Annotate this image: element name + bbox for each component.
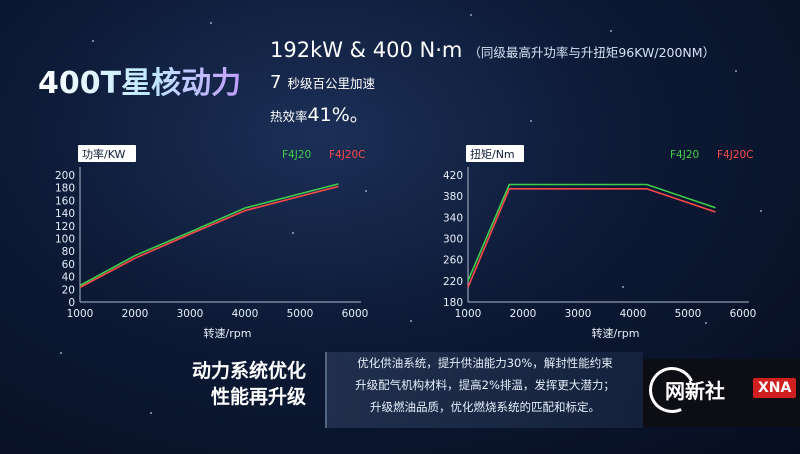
series-line-f4j20	[467, 183, 716, 282]
legend-f4j20: F4J20	[670, 149, 699, 161]
y-tick-label: 40	[62, 272, 75, 284]
x-tick-label: 4000	[232, 308, 259, 320]
y-tick-label: 300	[443, 234, 463, 246]
y-tick-label: 140	[55, 208, 75, 220]
y-tick-label: 180	[443, 297, 463, 309]
y-tick-label: 380	[443, 191, 463, 203]
spec-efficiency-value: 41%。	[307, 104, 369, 126]
x-tick-label: 2000	[510, 308, 537, 320]
y-tick-label: 20	[62, 284, 75, 296]
series-line-f4j20	[79, 183, 339, 287]
legend-f4j20c: F4J20C	[717, 149, 754, 161]
spec-power-torque-note: （同级最高升功率与升扭矩96KW/200NM）	[468, 45, 716, 60]
spec-efficiency: 热效率41%。	[270, 100, 369, 127]
watermark-logo: 网新社 XNA	[642, 359, 800, 427]
y-tick-label: 200	[55, 170, 75, 182]
y-tick-label: 0	[68, 297, 75, 309]
watermark-en: XNA	[753, 378, 797, 398]
x-tick-label: 3000	[177, 308, 204, 320]
y-tick-label: 160	[55, 195, 75, 207]
description-line1: 优化供油系统，提升供油能力30%，解封性能约束	[357, 356, 613, 370]
y-tick-label: 260	[443, 255, 463, 267]
ylabel-background	[466, 145, 524, 162]
y-tick-label: 80	[62, 246, 75, 258]
spec-power-torque: 192kW & 400 N·m （同级最高升功率与升扭矩96KW/200NM）	[270, 38, 715, 62]
legend-f4j20c: F4J20C	[329, 149, 366, 161]
spec-acceleration-text: 秒级百公里加速	[287, 76, 375, 91]
x-tick-label: 6000	[730, 308, 757, 320]
torque-chart: 扭矩/Nm 180 220 260 300 340 380 420 1000 2000 3000 40…	[443, 145, 757, 340]
series-line-f4j20c	[467, 187, 716, 288]
spec-acceleration-number: 7	[270, 72, 282, 93]
y-axis-label: 功率/KW	[82, 147, 126, 161]
y-tick-label: 60	[62, 259, 75, 271]
legend-f4j20: F4J20	[282, 149, 311, 161]
x-tick-label: 4000	[620, 308, 647, 320]
description-line3: 升级燃油品质，优化燃烧系统的匹配和标定。	[370, 400, 600, 414]
y-tick-label: 120	[55, 221, 75, 233]
series-line-f4j20c	[79, 185, 339, 289]
x-axis-label: 转速/rpm	[592, 326, 640, 340]
y-tick-label: 180	[55, 183, 75, 195]
x-tick-label: 2000	[122, 308, 149, 320]
x-tick-label: 5000	[675, 308, 702, 320]
bottom-title: 动力系统优化 性能再升级	[160, 358, 306, 410]
y-tick-label: 420	[443, 170, 463, 182]
x-tick-label: 1000	[455, 308, 482, 320]
headline: 400T星核动力	[38, 58, 241, 102]
y-tick-label: 100	[55, 234, 75, 246]
spec-power-torque-value: 192kW & 400 N·m	[270, 38, 463, 62]
y-axis-label: 扭矩/Nm	[470, 147, 515, 161]
description-line2: 升级配气机构材料，提高2%排温，发挥更大潜力；	[355, 378, 615, 392]
spec-acceleration: 7 秒级百公里加速	[270, 72, 375, 93]
x-tick-label: 6000	[342, 308, 369, 320]
ylabel-background	[78, 145, 136, 162]
watermark-cn: 网新社	[665, 379, 725, 403]
x-tick-label: 5000	[287, 308, 314, 320]
x-tick-label: 1000	[67, 308, 94, 320]
x-tick-label: 3000	[565, 308, 592, 320]
bottom-title-line2: 性能再升级	[210, 386, 306, 408]
y-tick-label: 220	[443, 276, 463, 288]
spec-efficiency-label: 热效率	[270, 109, 308, 124]
x-axis-label: 转速/rpm	[204, 326, 252, 340]
y-tick-label: 340	[443, 212, 463, 224]
description-box: 优化供油系统，提升供油能力30%，解封性能约束 升级配气机构材料，提高2%排温，…	[325, 352, 643, 428]
bottom-title-line1: 动力系统优化	[191, 360, 306, 382]
